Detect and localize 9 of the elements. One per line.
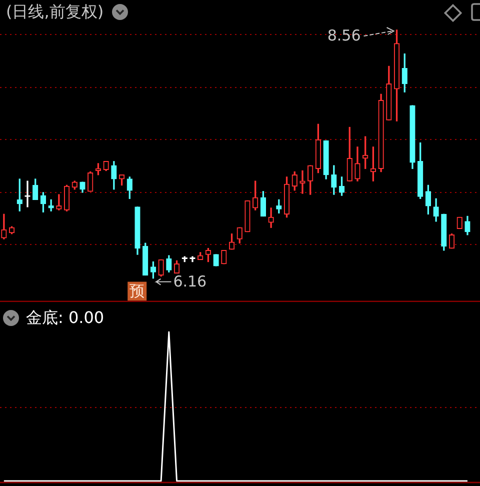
text: 金底: 0.00 — [26, 308, 104, 328]
candlestick — [24, 180, 30, 208]
text: 预 — [130, 282, 145, 300]
chart-title: (日线,前复权) — [6, 2, 104, 22]
annotation: 6.16 — [173, 272, 207, 291]
candlestick — [48, 199, 54, 212]
candlestick — [56, 194, 62, 210]
candlestick — [300, 170, 306, 194]
annotation: 8.56 — [327, 26, 361, 44]
